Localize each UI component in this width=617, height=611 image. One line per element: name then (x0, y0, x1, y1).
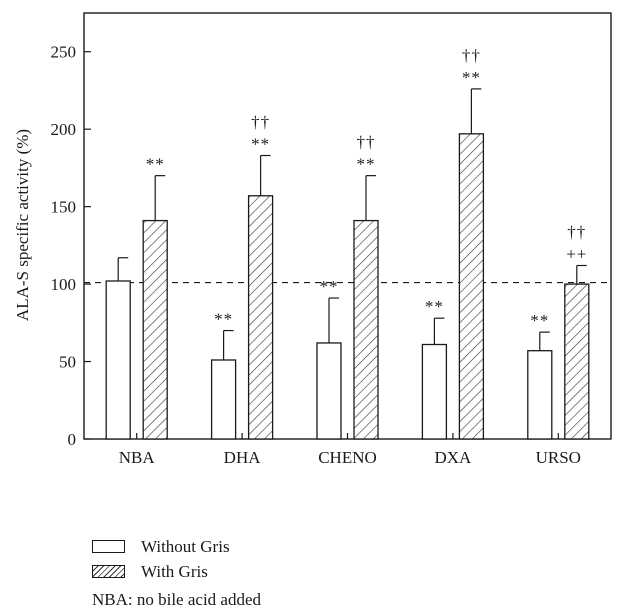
significance-mark: †† (251, 113, 270, 132)
legend-label-with-gris: With Gris (141, 561, 208, 581)
bar-with-gris (142, 219, 168, 440)
y-tick-label: 100 (51, 275, 77, 294)
significance-mark: †† (462, 46, 481, 65)
legend-swatch-open (92, 540, 125, 553)
legend-item-without-gris: Without Gris (92, 534, 230, 559)
significance-mark: ** (320, 277, 339, 296)
significance-mark: ** (462, 68, 481, 87)
legend-label-without-gris: Without Gris (141, 536, 230, 556)
bar-with-gris (247, 195, 274, 440)
significance-mark: ** (530, 311, 549, 330)
significance-mark: †† (567, 223, 586, 242)
y-tick-label: 150 (51, 198, 77, 217)
abbreviation-note: NBA: no bile acid added (92, 590, 262, 609)
x-tick-label: NBA (119, 448, 156, 467)
y-axis-label: ALA-S specific activity (%) (13, 129, 32, 321)
significance-mark: †† (357, 133, 376, 152)
significance-mark: ** (251, 135, 270, 154)
x-tick-label: URSO (536, 448, 581, 467)
bar-without-gris (527, 350, 553, 440)
bar-without-gris (316, 342, 342, 440)
x-tick-label: CHENO (318, 448, 377, 467)
legend: Without Gris With Gris (92, 534, 230, 584)
y-tick-label: 250 (51, 43, 77, 62)
bar-without-gris (421, 343, 448, 440)
bar-chart: 0 50 100 150 200 250 ** NBA ** ** †† DHA ** ** †† CHENO… (13, 12, 612, 467)
significance-mark: ** (214, 310, 233, 329)
significance-mark: ** (425, 297, 444, 316)
bar-without-gris (210, 359, 237, 440)
bar-with-gris (564, 283, 590, 440)
y-tick-label: 0 (68, 430, 77, 449)
y-tick-label: 200 (51, 120, 77, 139)
bar-without-gris (105, 280, 131, 440)
x-tick-label: DHA (224, 448, 262, 467)
legend-swatch-hatched (92, 565, 125, 578)
y-tick-label: 50 (59, 353, 76, 372)
significance-mark: ++ (566, 245, 587, 264)
bar-with-gris (458, 133, 485, 440)
bar-with-gris (353, 219, 379, 440)
legend-item-with-gris: With Gris (92, 559, 230, 584)
significance-mark: ** (146, 155, 165, 174)
significance-mark: ** (357, 155, 376, 174)
x-tick-label: DXA (434, 448, 472, 467)
